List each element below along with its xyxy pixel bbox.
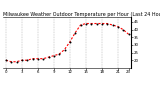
Point — [79, 24, 82, 26]
Point — [58, 53, 60, 55]
Point — [90, 23, 92, 24]
Point — [47, 56, 50, 58]
Point — [10, 61, 12, 62]
Point — [42, 58, 44, 59]
Point — [74, 32, 76, 33]
Point — [5, 60, 7, 61]
Point — [95, 23, 98, 24]
Point — [21, 60, 23, 61]
Point — [117, 26, 119, 27]
Text: Milwaukee Weather Outdoor Temperature per Hour (Last 24 Hours): Milwaukee Weather Outdoor Temperature pe… — [3, 12, 160, 17]
Point — [53, 55, 55, 56]
Point — [69, 41, 71, 43]
Point — [111, 24, 114, 26]
Point — [15, 61, 18, 62]
Point — [127, 33, 130, 35]
Point — [106, 23, 108, 24]
Point — [37, 58, 39, 59]
Point — [26, 60, 28, 61]
Point — [31, 58, 34, 59]
Point — [101, 23, 103, 24]
Point — [122, 29, 124, 30]
Point — [85, 23, 87, 24]
Point — [63, 49, 66, 50]
